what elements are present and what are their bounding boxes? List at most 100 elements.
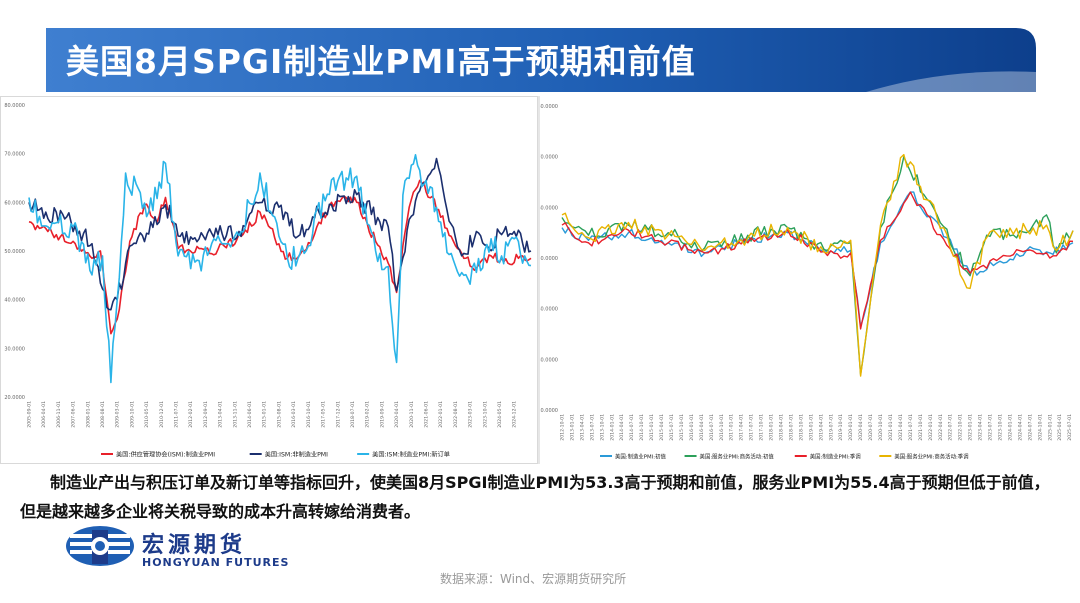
- x-tick-label: 2014-10-01: [639, 414, 645, 441]
- title-band: [46, 28, 1036, 92]
- x-tick-label: 2019-04-01: [818, 414, 824, 441]
- x-tick-label: 2016-10-01: [719, 414, 725, 441]
- x-tick-label: 2018-07-01: [788, 414, 794, 441]
- x-tick-label: 2016-03-01: [291, 401, 297, 428]
- series-line: [561, 191, 1074, 330]
- x-tick-label: 2012-02-01: [188, 401, 194, 428]
- legend-label: 美国:ISM:制造业PMI:新订单: [372, 451, 450, 459]
- x-tick-label: 2019-01-01: [808, 414, 814, 441]
- x-tick-label: 2023-03-01: [468, 401, 474, 428]
- series-line: [28, 154, 532, 384]
- x-tick-label: 2017-10-01: [759, 414, 765, 441]
- x-tick-label: 2014-06-01: [247, 401, 253, 428]
- y-tick-label: 50.0000: [540, 256, 558, 262]
- x-tick-label: 2009-10-01: [129, 401, 135, 428]
- x-tick-label: 2014-04-01: [619, 414, 625, 441]
- legend-label: 美国:制造业PMI:初值: [615, 453, 666, 461]
- x-tick-label: 2014-07-01: [629, 414, 635, 441]
- x-tick-label: 2005-09-01: [27, 401, 33, 428]
- x-tick-label: 2025-01-01: [1047, 414, 1053, 441]
- chart-ism: 20.0000 30.0000 40.0000 50.0000 60.0000 70.00…: [4, 103, 532, 459]
- legend-label: 美国:服务业PMI:商务活动:初值: [700, 453, 775, 461]
- x-tick-label: 2023-10-01: [998, 414, 1004, 441]
- series-line: [561, 191, 1074, 328]
- x-tick-label: 2020-11-01: [409, 401, 415, 428]
- x-tick-label: 2025-07-01: [1067, 414, 1073, 441]
- x-tick-label: 2016-10-01: [306, 401, 312, 428]
- x-tick-label: 2012-10-01: [560, 414, 566, 441]
- x-tick-label: 2016-01-01: [689, 414, 695, 441]
- y-tick-label: 40.0000: [4, 298, 25, 304]
- caption-text: 制造业产出与积压订单及新订单等指标回升，使美国8月SPGI制造业PMI为53.3…: [20, 473, 1050, 521]
- x-tick-label: 2019-09-01: [379, 401, 385, 428]
- x-tick-label: 2025-04-01: [1057, 414, 1063, 441]
- x-tick-label: 2017-05-01: [321, 401, 327, 428]
- x-tick-label: 2018-10-01: [798, 414, 804, 441]
- x-tick-label: 2020-04-01: [858, 414, 864, 441]
- series-line: [561, 156, 1074, 376]
- y-tick-label: 70.0000: [540, 155, 558, 161]
- x-tick-label: 2023-10-01: [482, 401, 488, 428]
- x-tick-label: 2024-04-01: [1017, 414, 1023, 441]
- y-tick-label: 50.0000: [4, 249, 25, 255]
- x-tick-label: 2016-07-01: [709, 414, 715, 441]
- x-tick-label: 2018-04-01: [779, 414, 785, 441]
- x-tick-label: 2021-10-01: [918, 414, 924, 441]
- x-tick-label: 2024-05-01: [497, 401, 503, 428]
- x-tick-label: 2013-10-01: [599, 414, 605, 441]
- x-tick-label: 2023-04-01: [978, 414, 984, 441]
- x-tick-label: 2022-01-01: [928, 414, 934, 441]
- x-tick-label: 2006-04-01: [41, 401, 47, 428]
- x-tick-label: 2014-01-01: [609, 414, 615, 441]
- x-tick-label: 2020-01-01: [848, 414, 854, 441]
- legend-label: 美国:ISM:非制造业PMI: [265, 451, 328, 459]
- x-tick-label: 2013-01-01: [569, 414, 575, 441]
- chart-spgi: 20.0000 30.0000 40.0000 50.0000 60.0000 70.00…: [537, 104, 1074, 461]
- x-tick-label: 2013-04-01: [218, 401, 224, 428]
- x-tick-label: 2011-07-01: [174, 401, 180, 428]
- legend-label: 美国:供应管理协会(ISM):制造业PMI: [116, 451, 215, 459]
- x-tick-label: 2022-04-01: [938, 414, 944, 441]
- x-tick-label: 2020-07-01: [868, 414, 874, 441]
- x-tick-label: 2010-12-01: [159, 401, 165, 428]
- x-tick-label: 2024-01-01: [1007, 414, 1013, 441]
- x-tick-label: 2018-01-01: [769, 414, 775, 441]
- x-tick-label: 2008-01-01: [85, 401, 91, 428]
- x-tick-label: 2017-04-01: [739, 414, 745, 441]
- y-tick-label: 80.0000: [4, 103, 25, 109]
- x-tick-label: 2017-01-01: [729, 414, 735, 441]
- data-source: 数据来源：Wind、宏源期货研究所: [440, 572, 627, 586]
- x-tick-label: 2008-08-01: [100, 401, 106, 428]
- x-tick-label: 2022-08-01: [453, 401, 459, 428]
- x-tick-label: 2024-12-01: [512, 401, 518, 428]
- x-tick-label: 2020-10-01: [878, 414, 884, 441]
- legend-label: 美国:制造业PMI:季调: [810, 453, 861, 461]
- x-tick-label: 2021-04-01: [898, 414, 904, 441]
- y-tick-label: 20.0000: [4, 395, 25, 401]
- logo-text-en: HONGYUAN FUTURES: [142, 556, 290, 569]
- x-tick-label: 2015-01-01: [262, 401, 268, 428]
- series-line: [28, 157, 532, 311]
- x-tick-label: 2010-05-01: [144, 401, 150, 428]
- y-tick-label: 80.0000: [540, 104, 558, 110]
- x-tick-label: 2017-07-01: [749, 414, 755, 441]
- y-tick-label: 60.0000: [4, 200, 25, 206]
- x-tick-label: 2021-06-01: [423, 401, 429, 428]
- x-tick-label: 2018-07-01: [350, 401, 356, 428]
- y-tick-label: 30.0000: [4, 346, 25, 352]
- x-tick-label: 2015-08-01: [276, 401, 282, 428]
- x-tick-label: 2022-10-01: [958, 414, 964, 441]
- x-tick-label: 2013-04-01: [579, 414, 585, 441]
- x-tick-label: 2015-10-01: [679, 414, 685, 441]
- x-tick-label: 2023-01-01: [968, 414, 974, 441]
- x-tick-label: 2020-04-01: [394, 401, 400, 428]
- y-tick-label: 30.0000: [540, 357, 558, 363]
- x-tick-label: 2024-07-01: [1027, 414, 1033, 441]
- x-tick-label: 2022-01-01: [438, 401, 444, 428]
- x-tick-label: 2019-10-01: [838, 414, 844, 441]
- x-tick-label: 2023-07-01: [988, 414, 994, 441]
- hongyuan-logo-icon: [66, 526, 134, 566]
- x-tick-label: 2006-11-01: [56, 401, 62, 428]
- chart-spgi-panel: 20.0000 30.0000 40.0000 50.0000 60.0000 70.00…: [537, 96, 1080, 464]
- x-tick-label: 2022-07-01: [948, 414, 954, 441]
